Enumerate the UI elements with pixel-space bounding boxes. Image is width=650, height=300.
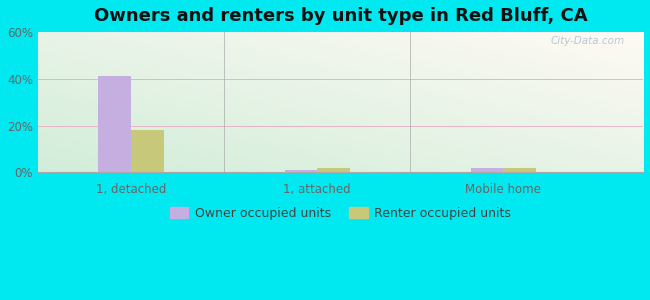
Bar [98, 76, 131, 172]
Title: Owners and renters by unit type in Red Bluff, CA: Owners and renters by unit type in Red B… [94, 7, 587, 25]
Bar [471, 168, 503, 172]
Text: City-Data.com: City-Data.com [551, 36, 625, 46]
Bar [503, 168, 536, 172]
Legend: Owner occupied units, Renter occupied units: Owner occupied units, Renter occupied un… [164, 202, 516, 225]
Bar [131, 130, 164, 172]
Bar [285, 170, 317, 172]
Bar [317, 168, 350, 172]
